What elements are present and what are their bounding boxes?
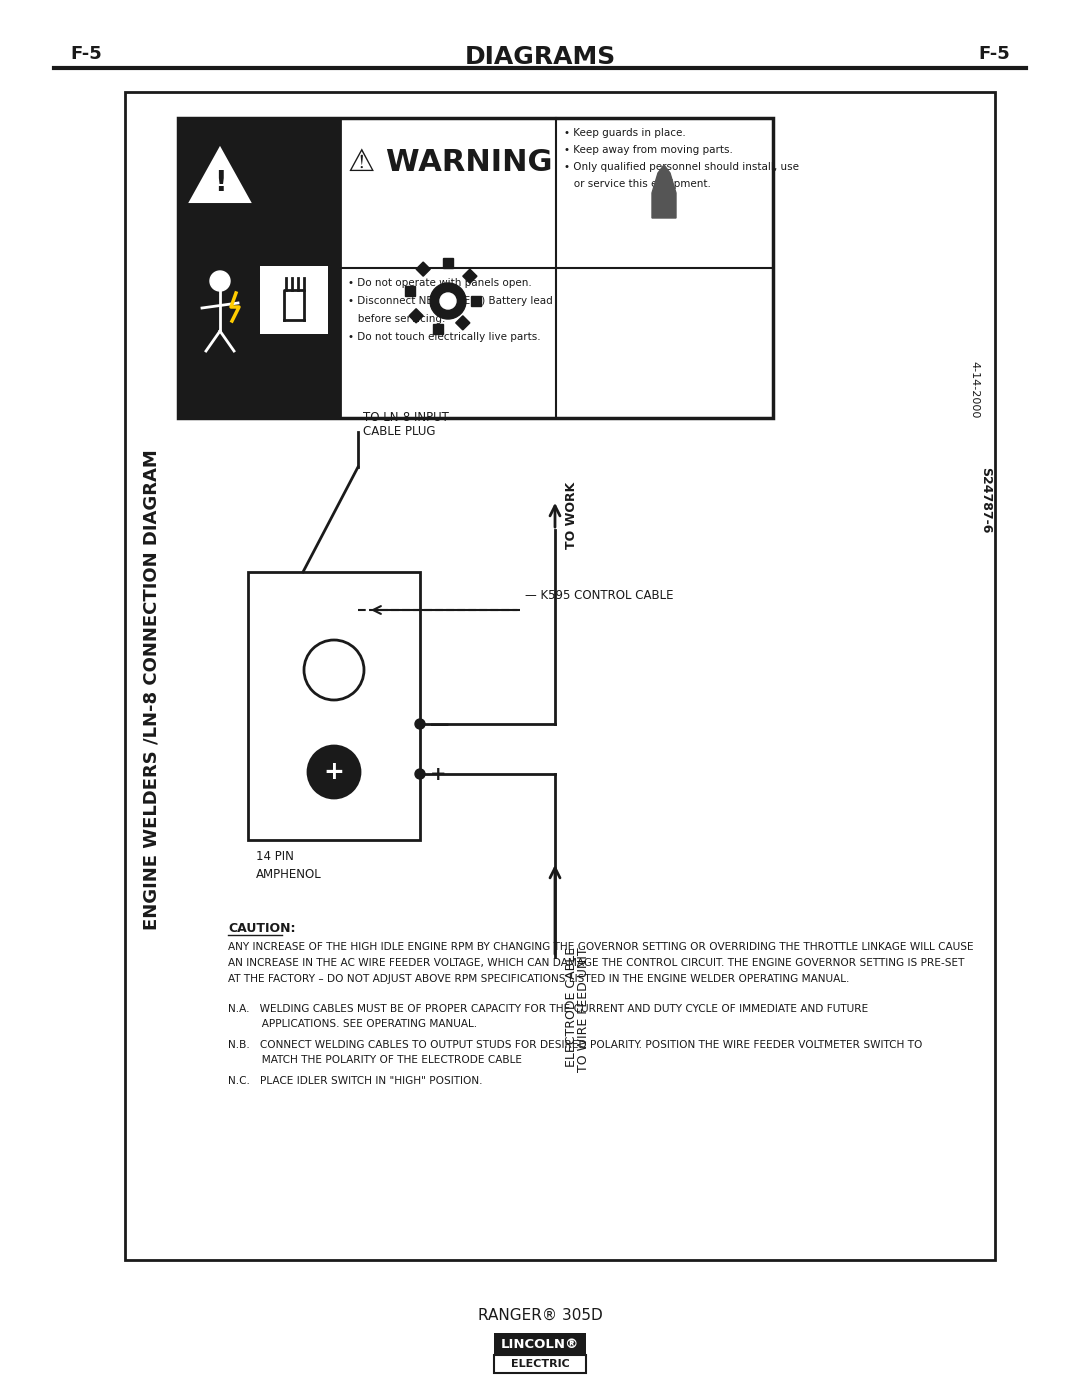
Text: TO WORK: TO WORK [565, 482, 578, 548]
Bar [125, 92, 995, 1260]
Text: before servicing.: before servicing. [348, 314, 445, 323]
Circle shape [210, 271, 230, 291]
Bar [443, 258, 453, 268]
Text: TO WIRE FEED UNIT: TO WIRE FEED UNIT [577, 947, 590, 1072]
Circle shape [308, 745, 360, 798]
Bar [416, 262, 430, 276]
Text: • Do not operate with panels open.: • Do not operate with panels open. [348, 278, 531, 287]
Circle shape [415, 769, 426, 779]
Text: N.A.   WELDING CABLES MUST BE OF PROPER CAPACITY FOR THE CURRENT AND DUTY CYCLE : N.A. WELDING CABLES MUST BE OF PROPER CA… [228, 1004, 868, 1015]
Text: S24787-6: S24787-6 [980, 466, 993, 533]
Text: • Keep guards in place.: • Keep guards in place. [564, 128, 686, 137]
Bar [463, 269, 477, 283]
Text: ANY INCREASE OF THE HIGH IDLE ENGINE RPM BY CHANGING THE GOVERNOR SETTING OR OVE: ANY INCREASE OF THE HIGH IDLE ENGINE RPM… [228, 942, 974, 952]
Text: !: ! [214, 169, 227, 197]
Text: RANGER® 305D: RANGER® 305D [477, 1307, 603, 1323]
Text: or service this equipment.: or service this equipment. [564, 179, 711, 189]
Text: — K595 CONTROL CABLE: — K595 CONTROL CABLE [525, 589, 674, 602]
Circle shape [303, 640, 364, 700]
Circle shape [415, 719, 426, 729]
Polygon shape [190, 149, 249, 203]
Text: • Do not touch electrically live parts.: • Do not touch electrically live parts. [348, 332, 541, 341]
Text: APPLICATIONS. SEE OPERATING MANUAL.: APPLICATIONS. SEE OPERATING MANUAL. [228, 1019, 477, 1029]
Text: AN INCREASE IN THE AC WIRE FEEDER VOLTAGE, WHICH CAN DAMAGE THE CONTROL CIRCUIT.: AN INCREASE IN THE AC WIRE FEEDER VOLTAG… [228, 958, 964, 967]
Text: DIAGRAMS: DIAGRAMS [464, 44, 616, 69]
Bar [178, 118, 340, 418]
Text: N.B.   CONNECT WELDING CABLES TO OUTPUT STUDS FOR DESIRED POLARITY. POSITION THE: N.B. CONNECT WELDING CABLES TO OUTPUT ST… [228, 1040, 922, 1049]
Bar [178, 118, 773, 418]
Text: —: — [430, 715, 449, 733]
Circle shape [440, 293, 456, 310]
Text: CAUTION:: CAUTION: [228, 922, 296, 936]
Bar [260, 266, 328, 335]
Text: AT THE FACTORY – DO NOT ADJUST ABOVE RPM SPECIFICATIONS LISTED IN THE ENGINE WEL: AT THE FACTORY – DO NOT ADJUST ABOVE RPM… [228, 974, 849, 984]
Polygon shape [652, 165, 676, 218]
Text: F-5: F-5 [978, 44, 1010, 62]
Text: N.C.   PLACE IDLER SWITCH IN "HIGH" POSITION.: N.C. PLACE IDLER SWITCH IN "HIGH" POSITI… [228, 1076, 483, 1085]
Text: LINCOLN®: LINCOLN® [501, 1338, 579, 1351]
Bar [471, 296, 481, 305]
Text: CABLE PLUG: CABLE PLUG [363, 425, 435, 439]
Bar [405, 286, 415, 296]
Bar [456, 316, 470, 330]
Text: MATCH THE POLARITY OF THE ELECTRODE CABLE: MATCH THE POLARITY OF THE ELECTRODE CABL… [228, 1055, 522, 1065]
Text: ELECTRIC: ELECTRIC [511, 1359, 569, 1369]
Text: 14 PIN
AMPHENOL: 14 PIN AMPHENOL [256, 849, 322, 881]
Text: F-5: F-5 [70, 44, 102, 62]
Bar [494, 1355, 586, 1373]
Text: • Disconnect NEGATIVE (-) Battery lead: • Disconnect NEGATIVE (-) Battery lead [348, 296, 553, 305]
Bar [248, 572, 420, 840]
Text: 4-14-2000: 4-14-2000 [969, 361, 978, 419]
Text: ENGINE WELDERS /LN-8 CONNECTION DIAGRAM: ENGINE WELDERS /LN-8 CONNECTION DIAGRAM [143, 450, 161, 930]
Text: TO LN-8 INPUT: TO LN-8 INPUT [363, 411, 449, 423]
Text: • Only qualified personnel should install, use: • Only qualified personnel should instal… [564, 162, 799, 172]
Bar [433, 323, 443, 335]
Text: +: + [430, 765, 446, 783]
Text: ELECTRODE CABLE: ELECTRODE CABLE [565, 947, 578, 1067]
Text: +: + [324, 761, 345, 784]
Bar [494, 1332, 586, 1355]
Circle shape [430, 283, 465, 319]
Bar [409, 308, 423, 323]
Text: • Keep away from moving parts.: • Keep away from moving parts. [564, 144, 733, 155]
Text: ⚠ WARNING: ⚠ WARNING [348, 149, 553, 178]
